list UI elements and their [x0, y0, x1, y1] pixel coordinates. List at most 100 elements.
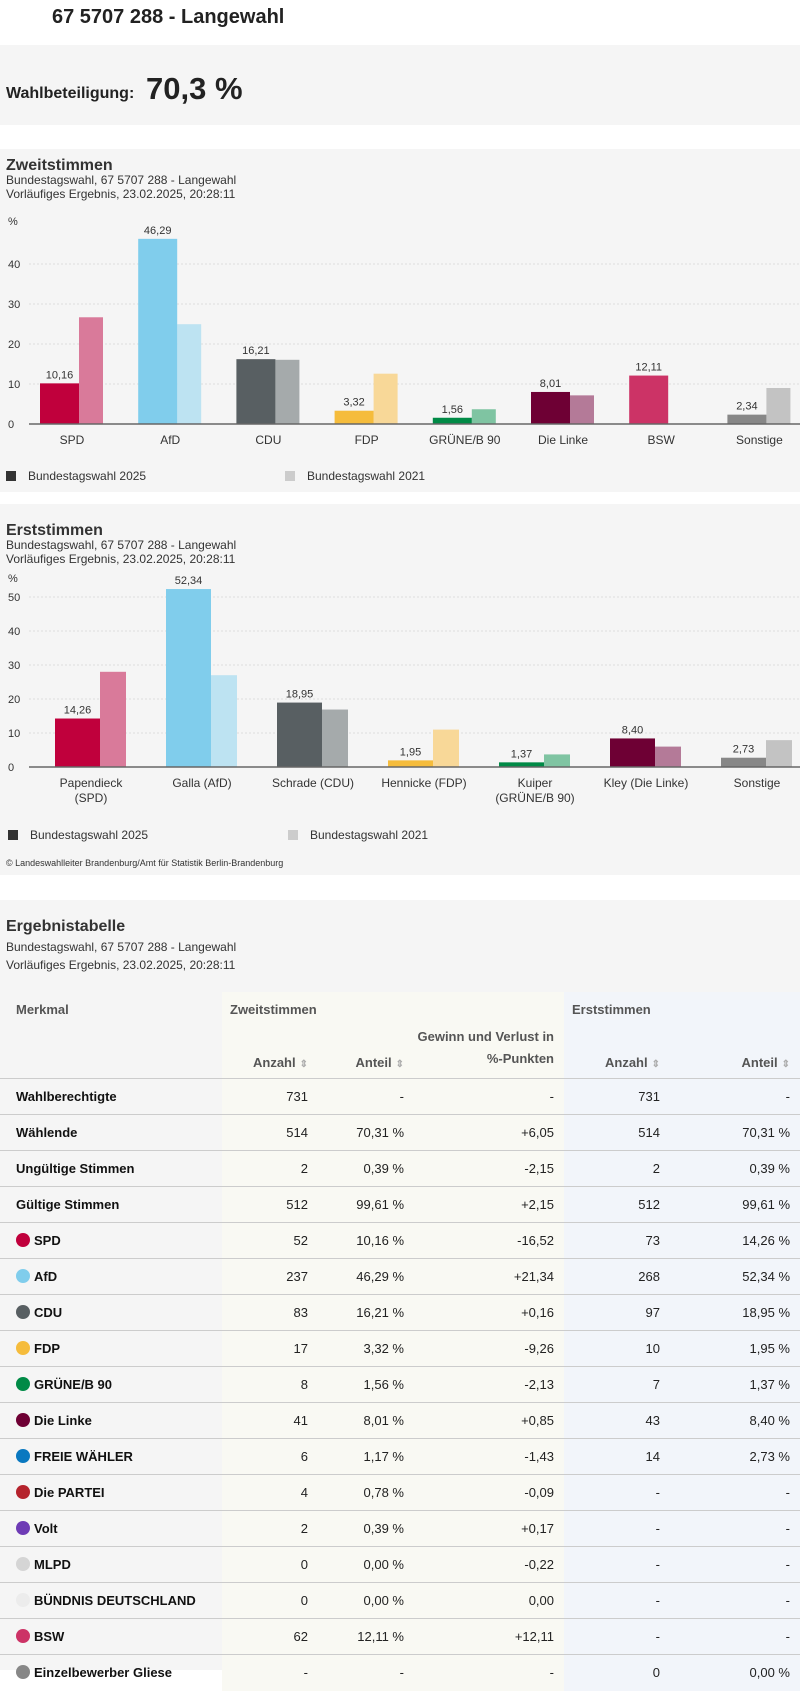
table-cell: -	[670, 1546, 800, 1583]
chart-subtitle: Bundestagswahl, 67 5707 288 - Langewahl	[6, 538, 237, 552]
table-row: Wählende 514 70,31 % +6,05 514 70,31 %	[0, 1114, 800, 1151]
party-color-dot-icon	[16, 1305, 30, 1319]
table-cell: 70,31 %	[670, 1114, 800, 1151]
row-label-cell: SPD	[0, 1222, 222, 1259]
column-header-zweit-1[interactable]: Anteil ⇕	[318, 1026, 414, 1079]
bar-2021	[433, 729, 459, 767]
header-erststimmen: Erststimmen	[564, 992, 800, 1026]
legend-label: Bundestagswahl 2021	[307, 469, 426, 483]
row-label: MLPD	[34, 1557, 71, 1572]
table-cell: 0,39 %	[670, 1150, 800, 1187]
row-label-cell: Die Linke	[0, 1402, 222, 1439]
table-cell: 0,00	[414, 1582, 564, 1619]
bar-2025	[138, 238, 178, 424]
table-cell: -	[318, 1078, 414, 1115]
category-label: BSW	[648, 433, 676, 447]
table-cell: 731	[222, 1078, 318, 1115]
sort-icon[interactable]: ⇕	[299, 1059, 308, 1070]
sort-icon[interactable]: ⇕	[651, 1059, 660, 1070]
table-cell: -	[564, 1582, 670, 1619]
table-cell: -2,13	[414, 1366, 564, 1403]
column-header-zweit-0[interactable]: Anzahl ⇕	[222, 1026, 318, 1079]
zweitstimmen-panel: Zweitstimmen Bundestagswahl, 67 5707 288…	[0, 149, 800, 492]
row-label: SPD	[34, 1233, 61, 1248]
table-cell: 237	[222, 1258, 318, 1295]
legend-swatch	[285, 471, 295, 481]
table-cell: 97	[564, 1294, 670, 1331]
table-cell: -0,22	[414, 1546, 564, 1583]
table-cell: 2	[222, 1510, 318, 1547]
column-header-erst-4[interactable]: Anteil ⇕	[670, 1026, 800, 1079]
data-label: 46,29	[144, 225, 172, 237]
bar-2021	[322, 709, 348, 767]
table-cell: -1,43	[414, 1438, 564, 1475]
row-label-cell: Gültige Stimmen	[0, 1186, 222, 1223]
table-cell: 0,39 %	[318, 1150, 414, 1187]
party-color-dot-icon	[16, 1629, 30, 1643]
y-axis-unit: %	[8, 573, 18, 585]
category-label: AfD	[160, 433, 180, 447]
table-subtitle: Bundestagswahl, 67 5707 288 - Langewahl	[6, 940, 237, 954]
legend-item-2021[interactable]: Bundestagswahl 2021	[288, 828, 428, 842]
table-cell: 0,39 %	[318, 1510, 414, 1547]
y-tick-label: 10	[8, 728, 20, 740]
header-merkmal: Merkmal	[16, 1001, 69, 1017]
table-cell: 70,31 %	[318, 1114, 414, 1151]
table-cell: 14,26 %	[670, 1222, 800, 1259]
party-color-dot-icon	[16, 1413, 30, 1427]
column-header-erst-3[interactable]: Anzahl ⇕	[564, 1026, 670, 1079]
bar-2021	[79, 317, 103, 424]
row-label-cell: CDU	[0, 1294, 222, 1331]
data-label: 2,34	[736, 401, 757, 413]
legend-item-2025[interactable]: Bundestagswahl 2025	[8, 828, 148, 842]
table-cell: +6,05	[414, 1114, 564, 1151]
table-row: Gültige Stimmen 512 99,61 % +2,15 512 99,61 %	[0, 1186, 800, 1223]
table-cell: 52,34 %	[670, 1258, 800, 1295]
table-cell: 8,40 %	[670, 1402, 800, 1439]
party-color-dot-icon	[16, 1593, 30, 1607]
legend-item-2021[interactable]: Bundestagswahl 2021	[285, 469, 425, 483]
table-row: Volt 2 0,39 % +0,17- -	[0, 1510, 800, 1547]
chart-status: Vorläufiges Ergebnis, 23.02.2025, 20:28:…	[6, 187, 236, 201]
party-color-dot-icon	[16, 1557, 30, 1571]
table-cell: 52	[222, 1222, 318, 1259]
row-label: CDU	[34, 1305, 63, 1320]
row-label-cell: Ungültige Stimmen	[0, 1150, 222, 1187]
bar-2021	[471, 409, 496, 424]
data-label: 2,73	[733, 744, 754, 756]
table-cell: 1,56 %	[318, 1366, 414, 1403]
table-row: FREIE WÄHLER 6 1,17 % -1,43 14 2,73 %	[0, 1438, 800, 1475]
bar-2021	[655, 746, 681, 767]
table-cell: +0,16	[414, 1294, 564, 1331]
bar-2021	[544, 754, 570, 767]
data-label: 3,32	[343, 397, 364, 409]
row-label-cell: BSW	[0, 1618, 222, 1655]
sort-icon[interactable]: ⇕	[781, 1059, 790, 1070]
sort-icon[interactable]: ⇕	[395, 1059, 404, 1070]
table-cell: 0,00 %	[318, 1582, 414, 1619]
legend-item-2025[interactable]: Bundestagswahl 2025	[6, 469, 146, 483]
y-tick-label: 40	[8, 626, 20, 638]
row-label-cell: MLPD	[0, 1546, 222, 1583]
erststimmen-panel: Erststimmen Bundestagswahl, 67 5707 288 …	[0, 504, 800, 875]
table-row: GRÜNE/B 90 8 1,56 % -2,13 7 1,37 %	[0, 1366, 800, 1403]
party-color-dot-icon	[16, 1233, 30, 1247]
bar-2025	[40, 383, 79, 424]
category-label: Kuiper	[518, 776, 553, 790]
bar-2025	[531, 391, 570, 424]
y-tick-label: 0	[8, 419, 14, 431]
row-label-cell: AfD	[0, 1258, 222, 1295]
row-label-cell: Wahlberechtigte	[0, 1078, 222, 1115]
table-cell: 1,37 %	[670, 1366, 800, 1403]
table-cell: 8	[222, 1366, 318, 1403]
column-header-label: Anzahl	[252, 1055, 296, 1070]
table-row: MLPD 0 0,00 % -0,22- -	[0, 1546, 800, 1583]
row-label: BSW	[34, 1629, 65, 1644]
table-row: BÜNDNIS DEUTSCHLAND 0 0,00 % 0,00- -	[0, 1582, 800, 1619]
category-label: Schrade (CDU)	[272, 776, 354, 790]
table-cell: 41	[222, 1402, 318, 1439]
table-cell: 43	[564, 1402, 670, 1439]
table-cell: +0,17	[414, 1510, 564, 1547]
table-cell: -9,26	[414, 1330, 564, 1367]
table-cell: -	[222, 1654, 318, 1691]
